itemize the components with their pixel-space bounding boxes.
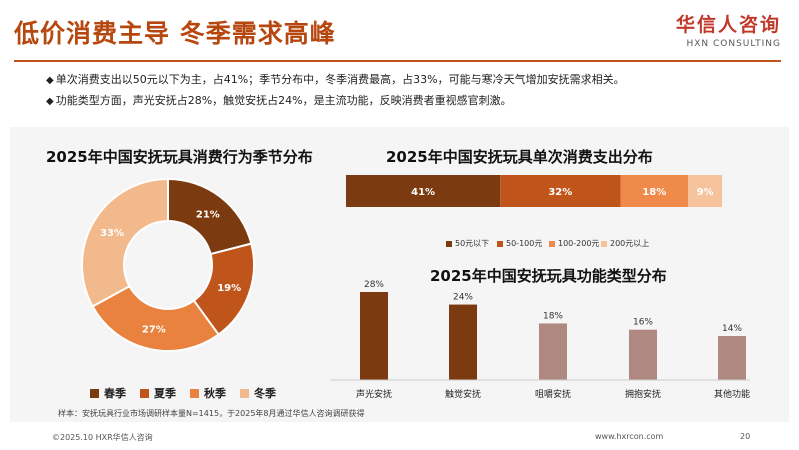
- column-value-1: 24%: [453, 293, 473, 303]
- stacked-segment-3: [688, 175, 722, 207]
- column-bar-4: [718, 336, 746, 380]
- stacked-label-1: 32%: [548, 187, 572, 198]
- column-bar-1: [449, 304, 477, 380]
- column-category-4: 其他功能: [714, 388, 750, 400]
- brand-name-en: HXN CONSULTING: [686, 39, 781, 49]
- donut-label-3: 33%: [100, 228, 124, 239]
- legend-item-season: 夏季: [140, 385, 176, 401]
- footer-copyright: ©2025.10 HXR华信人咨询: [52, 433, 153, 442]
- legend-swatch: [240, 388, 249, 398]
- legend-item-spend: 100-200元: [549, 238, 599, 249]
- page-number: 20: [740, 432, 751, 441]
- donut-label-0: 21%: [196, 210, 220, 221]
- summary-bullet: 单次消费支出以50元以下为主，占41%；季节分布中，冬季消费最高，占33%，可能…: [46, 70, 625, 91]
- column-value-4: 14%: [722, 324, 742, 334]
- legend-swatch: [90, 388, 99, 398]
- legend-swatch: [601, 240, 607, 247]
- function-column-chart: 28% 声光安抚 24% 触觉安抚 18% 咀嚼安抚 16% 拥抱安抚 14% 其他功能: [330, 280, 750, 400]
- legend-label: 50-100元: [506, 239, 543, 248]
- legend-label: 50元以下: [455, 239, 490, 248]
- legend-swatch: [497, 240, 503, 247]
- legend-item-spend: 50元以下: [446, 238, 489, 249]
- column-category-0: 声光安抚: [356, 388, 392, 400]
- legend-item-season: 春季: [90, 385, 126, 401]
- title-divider: [14, 60, 781, 62]
- legend-item-season: 秋季: [190, 385, 226, 401]
- stacked-label-3: 9%: [697, 187, 714, 198]
- legend-label: 夏季: [154, 387, 176, 400]
- legend-label: 100-200元: [558, 239, 600, 248]
- legend-item-spend: 200元以上: [601, 238, 649, 249]
- legend-label: 春季: [104, 387, 126, 400]
- legend-label: 冬季: [254, 387, 276, 400]
- stacked-label-2: 18%: [642, 187, 666, 198]
- column-category-2: 咀嚼安抚: [535, 388, 571, 400]
- column-bar-0: [360, 292, 388, 380]
- legend-label: 秋季: [204, 387, 226, 400]
- sample-note: 样本：安抚玩具行业市场调研样本量N=1415，于2025年8月通过华信人咨询调研…: [58, 409, 365, 418]
- column-value-3: 16%: [633, 318, 653, 328]
- season-donut-chart: 21% 19% 27% 33%: [81, 177, 255, 352]
- legend-swatch: [190, 388, 199, 398]
- column-value-0: 28%: [364, 280, 384, 290]
- legend-item-spend: 50-100元: [497, 238, 542, 249]
- donut-label-2: 27%: [142, 324, 166, 335]
- spend-stacked-bar: 41% 32% 18% 9%: [346, 175, 722, 207]
- footer-url: www.hxrcon.com: [595, 432, 664, 441]
- column-category-1: 触觉安抚: [445, 388, 481, 400]
- legend-swatch: [446, 240, 452, 247]
- stacked-bar-title: 2025年中国安抚玩具单次消费支出分布: [386, 148, 653, 166]
- summary-bullets: 单次消费支出以50元以下为主，占41%；季节分布中，冬季消费最高，占33%，可能…: [46, 70, 625, 112]
- legend-item-season: 冬季: [240, 385, 276, 401]
- donut-chart-title: 2025年中国安抚玩具消费行为季节分布: [46, 148, 313, 166]
- brand-name-cn: 华信人咨询: [675, 14, 781, 36]
- column-value-2: 18%: [543, 311, 563, 321]
- stacked-segment-2: [620, 175, 689, 207]
- column-bar-2: [539, 323, 567, 380]
- brand-logo: 华信人咨询 HXN CONSULTING: [676, 10, 781, 49]
- column-category-3: 拥抱安抚: [625, 388, 661, 400]
- page-title: 低价消费主导 冬季需求高峰: [14, 19, 336, 48]
- stacked-segment-0: [346, 175, 501, 207]
- donut-slice-3: [81, 177, 169, 308]
- donut-label-1: 19%: [217, 283, 241, 294]
- column-bar-3: [629, 329, 657, 380]
- legend-swatch: [140, 388, 149, 398]
- donut-slice-2: [91, 284, 220, 352]
- column-chart-title: 2025年中国安抚玩具功能类型分布: [430, 267, 667, 285]
- stacked-segment-1: [500, 175, 621, 207]
- legend-label: 200元以上: [610, 239, 650, 248]
- legend-swatch: [549, 240, 555, 247]
- summary-bullet: 功能类型方面，声光安抚占28%，触觉安抚占24%，是主流功能，反映消费者重视感官…: [46, 91, 625, 112]
- stacked-label-0: 41%: [411, 187, 435, 198]
